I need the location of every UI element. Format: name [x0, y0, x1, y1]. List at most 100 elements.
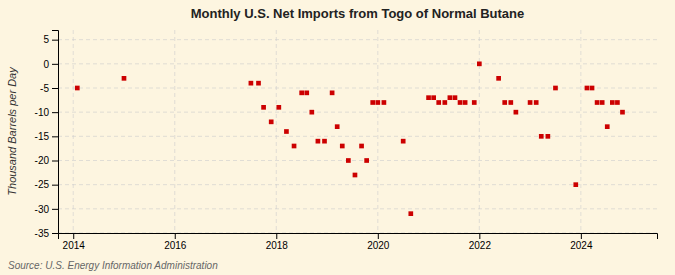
chart-container: 2014 2016 2018 2020 2022 2024 5 0 -5 -10 -15 -20 -25… [0, 0, 675, 275]
point [620, 110, 625, 115]
point [477, 61, 482, 66]
tick-mark [52, 185, 58, 186]
point [590, 86, 595, 91]
grid-line-x [580, 30, 581, 233]
tick-label: 2024 [570, 240, 593, 251]
tick: 2022 [469, 233, 492, 251]
tick-mark [52, 233, 58, 234]
point [122, 76, 127, 81]
y-axis-title: Thousand Barrels per Day [6, 66, 18, 196]
grid-line-x [377, 30, 378, 233]
point [539, 134, 544, 139]
point [528, 100, 533, 105]
point [299, 90, 304, 95]
grid-line-y [58, 63, 657, 64]
tick-label: -5 [40, 83, 49, 94]
point [375, 100, 380, 105]
point [335, 124, 340, 129]
point [496, 76, 501, 81]
point [442, 100, 447, 105]
point [322, 139, 327, 144]
tick-mark [581, 233, 582, 239]
point [292, 144, 297, 149]
tick-label: -10 [35, 107, 50, 118]
point [610, 100, 615, 105]
point [436, 100, 441, 105]
tick-label: -20 [35, 155, 50, 166]
grid-line-y [58, 184, 657, 185]
point [304, 90, 309, 95]
tick: 2024 [570, 233, 593, 251]
point [249, 81, 254, 86]
tick-mark [73, 233, 74, 239]
point [458, 100, 463, 105]
tick: -10 [35, 107, 58, 118]
point [370, 100, 375, 105]
point [309, 110, 314, 115]
point [340, 144, 345, 149]
tick-label: -15 [35, 131, 50, 142]
tick-mark [175, 233, 176, 239]
point [261, 105, 266, 110]
axis-line [59, 234, 658, 240]
point [269, 119, 274, 124]
point [316, 139, 321, 144]
point [546, 134, 551, 139]
background [0, 0, 675, 275]
tick-mark [52, 40, 58, 41]
tick-label: 5 [43, 34, 49, 45]
grid-line-y [58, 39, 657, 40]
point [382, 100, 387, 105]
tick-label: 2020 [367, 240, 390, 251]
point [508, 100, 513, 105]
point [600, 100, 605, 105]
tick-mark [52, 112, 58, 113]
point [585, 86, 590, 91]
point [502, 100, 507, 105]
tick-mark [52, 64, 58, 65]
point [408, 211, 413, 216]
point [364, 158, 369, 163]
tick: -5 [40, 83, 58, 94]
y-axis: 5 0 -5 -10 -15 -20 -25 -30 -35 [35, 31, 59, 239]
point [553, 86, 558, 91]
tick: 5 [43, 34, 58, 45]
tick: 2014 [63, 233, 86, 251]
grid-line-y [58, 136, 657, 137]
tick-label: -35 [35, 228, 50, 239]
tick-label: 2022 [469, 240, 492, 251]
point [463, 100, 468, 105]
tick-label: 2018 [266, 240, 289, 251]
point [75, 86, 80, 91]
point [330, 90, 335, 95]
tick: -30 [35, 204, 58, 215]
grid-line-x [276, 30, 277, 233]
point [256, 81, 261, 86]
grid-line-x [73, 30, 74, 233]
title: Monthly U.S. Net Imports from Togo of No… [191, 6, 524, 21]
tick: -25 [35, 179, 58, 190]
point [401, 139, 406, 144]
point [426, 95, 431, 100]
tick-mark [52, 136, 58, 137]
tick-label: -30 [35, 204, 50, 215]
tick: -20 [35, 155, 58, 166]
grid-line-y [58, 208, 657, 209]
tick: -15 [35, 131, 58, 142]
source-note: Source: U.S. Energy Information Administ… [8, 260, 218, 271]
point [573, 182, 578, 187]
tick: -35 [35, 228, 58, 239]
chart-svg: 2014 2016 2018 2020 2022 2024 5 0 -5 -10 -15 -20 -25… [0, 0, 675, 275]
tick: 2016 [164, 233, 187, 251]
tick-mark [52, 88, 58, 89]
point [615, 100, 620, 105]
tick: 2018 [266, 233, 289, 251]
point [605, 124, 610, 129]
grid-line-x [174, 30, 175, 233]
tick-mark [276, 233, 277, 239]
plot-area: 2014 2016 2018 2020 2022 2024 5 0 -5 -10 -15 -20 -25… [35, 30, 658, 251]
tick: 0 [43, 59, 58, 70]
tick-mark [479, 233, 480, 239]
grid-line-y [58, 88, 657, 89]
point [472, 100, 477, 105]
